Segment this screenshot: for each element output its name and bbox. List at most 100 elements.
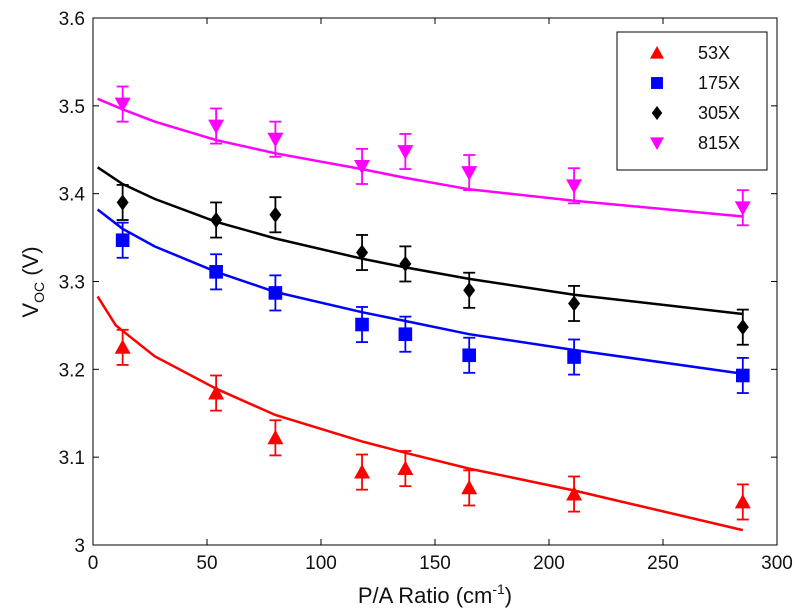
marker xyxy=(566,179,583,194)
point-815x xyxy=(114,85,131,123)
point-305x xyxy=(463,271,476,309)
point-53x xyxy=(267,419,284,457)
y-tick-label: 3.2 xyxy=(59,360,85,381)
point-305x xyxy=(399,245,412,283)
marker xyxy=(355,317,369,332)
marker xyxy=(115,233,130,248)
point-815x xyxy=(267,120,284,158)
y-tick-label: 3.6 xyxy=(59,9,85,30)
marker xyxy=(116,194,129,211)
x-tick-label: 250 xyxy=(647,553,679,574)
marker xyxy=(736,368,750,383)
marker xyxy=(356,244,369,261)
point-53x xyxy=(461,469,478,507)
point-815x xyxy=(397,133,414,170)
legend-label: 53X xyxy=(698,43,730,63)
marker xyxy=(398,327,413,341)
legend: 53X 175X 305X 815X xyxy=(616,31,768,171)
point-175x xyxy=(268,274,283,312)
legend-marker xyxy=(651,77,663,89)
marker xyxy=(567,350,581,364)
point-175x xyxy=(209,253,223,291)
legend-marker xyxy=(651,106,663,120)
marker xyxy=(397,145,414,160)
marker xyxy=(734,201,751,216)
legend-item-815x: 815X xyxy=(650,133,740,153)
marker xyxy=(210,212,223,229)
point-53x xyxy=(566,475,583,513)
x-tick-label: 200 xyxy=(533,553,565,574)
point-175x xyxy=(567,338,581,376)
marker xyxy=(208,385,225,400)
marker xyxy=(267,132,284,148)
marker xyxy=(268,286,283,300)
legend-item-175x: 175X xyxy=(651,73,740,93)
y-tick-label: 3.5 xyxy=(59,97,85,118)
marker xyxy=(267,429,284,445)
y-tick-label: 3.3 xyxy=(59,273,85,294)
legend-marker xyxy=(650,137,664,150)
legend-marker xyxy=(650,46,664,59)
data-points xyxy=(114,85,751,521)
marker xyxy=(354,160,371,175)
point-305x xyxy=(356,234,369,271)
point-53x xyxy=(114,328,131,366)
point-305x xyxy=(269,196,282,234)
fit-line-175x xyxy=(96,208,743,375)
y-tick-label: 3 xyxy=(74,536,85,557)
point-175x xyxy=(355,306,369,344)
x-tick-label: 300 xyxy=(761,553,793,574)
axis-ticks: 0 50 100 150 200 250 300 3 3.1 3.2 3.3 3.4 3.5 3.6 xyxy=(59,9,793,574)
marker xyxy=(463,282,476,299)
point-305x xyxy=(210,201,223,239)
marker xyxy=(736,319,749,336)
point-175x xyxy=(115,221,130,259)
point-53x xyxy=(734,483,751,521)
legend-label: 175X xyxy=(698,73,740,93)
marker xyxy=(269,206,282,223)
point-815x xyxy=(566,167,583,205)
point-815x xyxy=(354,147,371,185)
point-305x xyxy=(116,183,129,221)
fit-line-305x xyxy=(96,166,743,316)
x-tick-label: 0 xyxy=(88,553,99,574)
x-tick-label: 100 xyxy=(305,553,337,574)
point-175x xyxy=(462,336,476,374)
legend-item-305x: 305X xyxy=(651,103,740,123)
legend-item-53x: 53X xyxy=(650,43,730,63)
marker xyxy=(566,486,583,501)
fit-line-815x xyxy=(97,97,743,218)
point-815x xyxy=(461,154,478,192)
fit-line-53x xyxy=(96,295,744,532)
marker xyxy=(397,460,414,475)
y-tick-label: 3.4 xyxy=(59,185,86,206)
point-175x xyxy=(398,315,413,353)
marker xyxy=(461,479,478,495)
fit-lines xyxy=(96,97,744,532)
y-tick-label: 3.1 xyxy=(59,448,85,469)
x-axis-label: P/A Ratio (cm-1) xyxy=(358,581,512,608)
legend-label: 815X xyxy=(698,133,740,153)
point-305x xyxy=(736,308,749,346)
marker xyxy=(399,255,412,272)
marker xyxy=(734,493,751,509)
marker xyxy=(208,119,225,135)
legend-box xyxy=(616,31,768,171)
point-53x xyxy=(208,374,225,412)
point-815x xyxy=(734,189,751,227)
legend-label: 305X xyxy=(698,103,740,123)
marker xyxy=(568,295,581,312)
marker xyxy=(114,97,131,113)
point-53x xyxy=(354,453,371,491)
point-815x xyxy=(208,107,225,145)
marker xyxy=(461,166,478,181)
marker xyxy=(462,348,476,363)
point-53x xyxy=(397,450,414,488)
y-axis-label: VOC (V) xyxy=(18,246,47,317)
x-tick-label: 50 xyxy=(196,553,217,574)
x-tick-label: 150 xyxy=(419,553,451,574)
point-305x xyxy=(568,284,581,322)
marker xyxy=(114,339,131,354)
marker xyxy=(354,464,371,479)
